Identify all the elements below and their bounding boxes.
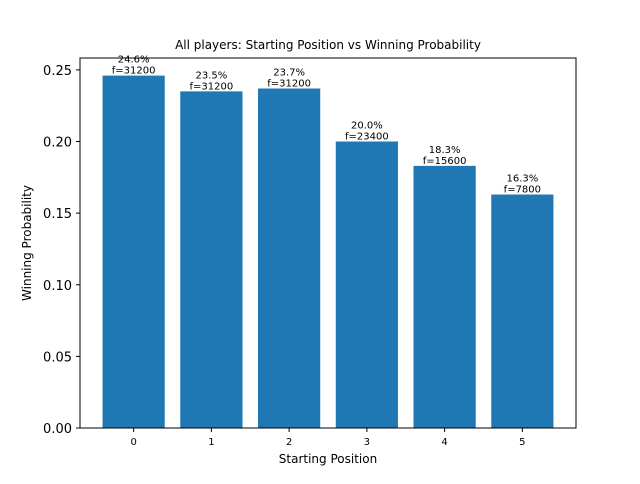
bar-3 xyxy=(335,141,398,428)
x-tick-label: 0 xyxy=(130,437,136,448)
x-axis-label: Starting Position xyxy=(279,452,377,466)
bar-percent-label: 18.3% xyxy=(429,145,461,156)
bar-frequency-label: f=7800 xyxy=(504,185,541,196)
bar-4 xyxy=(413,165,476,429)
axes-frame xyxy=(79,57,577,429)
bar-frequency-label: f=15600 xyxy=(423,156,467,167)
bar-percent-label: 23.5% xyxy=(195,70,227,81)
x-tick-label: 4 xyxy=(441,437,447,448)
plot-area: 24.6%f=31200 23.5%f=3120023.7%f=3120020.0… xyxy=(43,55,554,448)
y-tick-label: 0.20 xyxy=(43,136,72,151)
y-tick-label: 0.05 xyxy=(43,350,72,365)
x-tick-label: 1 xyxy=(208,437,214,448)
y-axis-label: Winning Probability xyxy=(20,185,34,301)
y-tick-label: 0.15 xyxy=(43,207,72,222)
x-tick-label: 5 xyxy=(519,437,525,448)
bar-2 xyxy=(258,88,321,428)
bar-percent-label: 20.0% xyxy=(351,121,383,132)
bar-frequency-label: f=31200 xyxy=(267,79,311,90)
bar-0 xyxy=(102,75,165,429)
bar-frequency-label: f=31200 xyxy=(112,66,156,77)
bar-1 xyxy=(180,91,243,428)
x-tick-label: 3 xyxy=(364,437,370,448)
bar-frequency-label: f=23400 xyxy=(345,132,389,143)
bar-5 xyxy=(491,194,554,428)
bar-frequency-label: f=31200 xyxy=(190,81,234,92)
x-tick-label: 2 xyxy=(286,437,292,448)
y-tick-label: 0.00 xyxy=(43,422,72,437)
y-tick-label: 0.25 xyxy=(43,64,72,79)
bar-percent-label: 16.3% xyxy=(506,174,538,185)
bar-percent-label: 23.7% xyxy=(273,68,305,79)
y-tick-label: 0.10 xyxy=(43,279,72,294)
chart-title: All players: Starting Position vs Winnin… xyxy=(175,38,481,52)
bar-percent-label: 24.6% xyxy=(118,55,150,66)
